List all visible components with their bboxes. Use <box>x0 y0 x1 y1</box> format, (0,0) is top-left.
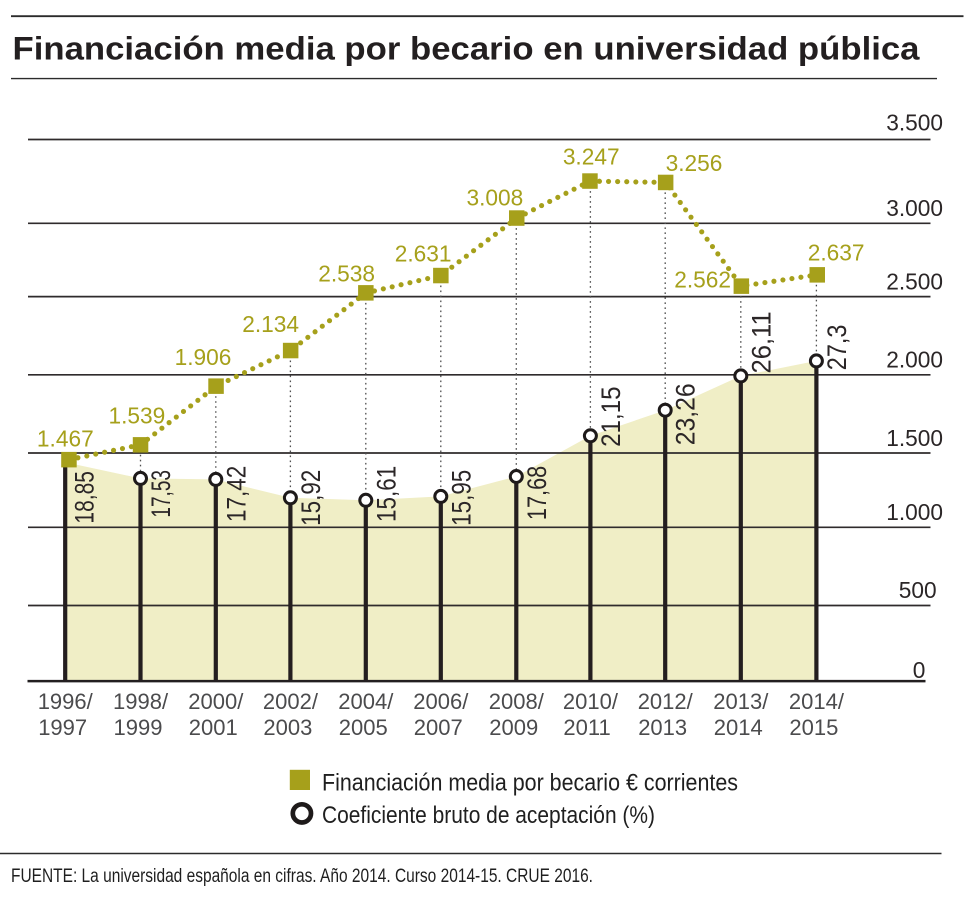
svg-text:2007: 2007 <box>414 715 463 740</box>
svg-text:2003: 2003 <box>263 715 312 740</box>
svg-text:3.256: 3.256 <box>666 150 723 176</box>
svg-text:1998/: 1998/ <box>113 689 169 714</box>
svg-text:1.539: 1.539 <box>109 402 166 428</box>
svg-text:2.500: 2.500 <box>886 269 943 295</box>
svg-text:17,68: 17,68 <box>523 466 552 520</box>
svg-text:21,15: 21,15 <box>597 387 626 447</box>
svg-text:27,3: 27,3 <box>823 325 852 371</box>
svg-text:17,53: 17,53 <box>147 470 176 518</box>
svg-text:FUENTE: La universidad español: FUENTE: La universidad española en cifra… <box>11 866 593 887</box>
svg-text:3.500: 3.500 <box>886 110 943 136</box>
svg-text:23,26: 23,26 <box>672 383 701 445</box>
svg-text:2.637: 2.637 <box>808 240 865 266</box>
svg-text:15,95: 15,95 <box>447 470 476 526</box>
svg-text:2006/: 2006/ <box>413 689 469 714</box>
svg-text:17,42: 17,42 <box>222 466 251 522</box>
svg-text:2014/: 2014/ <box>789 689 845 714</box>
svg-text:2013/: 2013/ <box>713 689 769 714</box>
svg-text:15,61: 15,61 <box>372 466 401 522</box>
svg-text:2001: 2001 <box>189 715 238 740</box>
svg-text:2.631: 2.631 <box>395 241 452 267</box>
svg-text:1.000: 1.000 <box>886 499 943 525</box>
svg-text:3.000: 3.000 <box>886 195 943 221</box>
svg-text:3.008: 3.008 <box>467 184 524 210</box>
svg-text:500: 500 <box>899 577 937 603</box>
svg-text:2002/: 2002/ <box>263 689 319 714</box>
svg-text:2.562: 2.562 <box>674 267 731 293</box>
svg-text:15,92: 15,92 <box>297 470 326 526</box>
svg-text:2009: 2009 <box>489 715 538 740</box>
svg-text:26,11: 26,11 <box>747 311 776 373</box>
svg-text:2.000: 2.000 <box>886 347 943 373</box>
svg-text:2014: 2014 <box>714 715 763 740</box>
svg-text:2008/: 2008/ <box>489 689 545 714</box>
svg-text:2010/: 2010/ <box>563 689 619 714</box>
svg-text:2004/: 2004/ <box>338 689 394 714</box>
svg-text:2.134: 2.134 <box>242 311 299 337</box>
svg-text:Financiación media por becario: Financiación media por becario € corrien… <box>322 770 738 797</box>
svg-text:0: 0 <box>913 657 926 683</box>
svg-text:2005: 2005 <box>339 715 388 740</box>
svg-text:1996/: 1996/ <box>38 689 94 714</box>
svg-text:2012/: 2012/ <box>638 689 694 714</box>
svg-text:1.500: 1.500 <box>886 425 943 451</box>
svg-text:Coeficiente bruto de aceptació: Coeficiente bruto de aceptación (%) <box>322 802 655 829</box>
svg-text:2.538: 2.538 <box>318 261 375 287</box>
svg-text:2000/: 2000/ <box>188 689 244 714</box>
svg-text:18,85: 18,85 <box>71 471 100 524</box>
svg-text:2015: 2015 <box>789 715 838 740</box>
svg-text:1999: 1999 <box>114 715 163 740</box>
svg-text:1997: 1997 <box>38 715 87 740</box>
svg-text:3.247: 3.247 <box>563 144 620 170</box>
svg-text:Financiación media por becario: Financiación media por becario en univer… <box>13 30 921 66</box>
svg-text:1.467: 1.467 <box>37 426 94 452</box>
svg-text:2011: 2011 <box>563 715 610 740</box>
svg-text:1.906: 1.906 <box>175 344 232 370</box>
svg-text:2013: 2013 <box>638 715 687 740</box>
